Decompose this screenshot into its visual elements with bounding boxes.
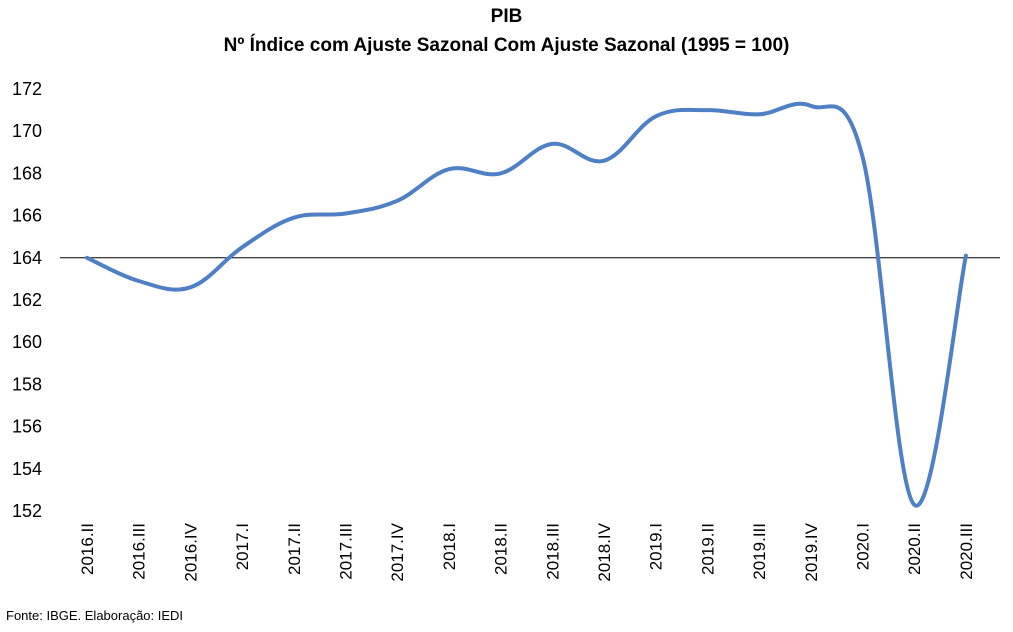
x-tick-label: 2017.II <box>285 523 304 575</box>
y-tick-label: 152 <box>12 501 42 521</box>
x-axis-ticks: 2016.II 2016.III 2016.IV 2017.I 2017.II 2017.… <box>78 522 976 581</box>
y-axis-ticks: 152 154 156 158 160 162 164 166 168 170 172 <box>12 79 42 521</box>
y-tick-label: 170 <box>12 121 42 141</box>
y-tick-label: 156 <box>12 417 42 437</box>
y-tick-label: 158 <box>12 374 42 394</box>
x-tick-label: 2020.I <box>854 523 873 570</box>
x-tick-label: 2016.IV <box>181 522 200 581</box>
y-tick-label: 164 <box>12 248 42 268</box>
x-tick-label: 2017.IV <box>388 522 407 581</box>
x-tick-label: 2016.III <box>130 523 149 580</box>
chart-subtitle: Nº Índice com Ajuste Sazonal Com Ajuste … <box>223 35 790 56</box>
x-tick-label: 2019.II <box>698 523 717 575</box>
series-line-pib <box>85 101 968 508</box>
x-tick-label: 2018.I <box>440 523 459 570</box>
chart-title: PIB <box>490 6 523 27</box>
x-tick-label: 2018.IV <box>595 522 614 581</box>
x-tick-label: 2019.IV <box>802 522 821 581</box>
x-tick-label: 2017.III <box>337 523 356 580</box>
x-tick-label: 2019.I <box>647 523 666 570</box>
x-tick-label: 2017.I <box>233 523 252 570</box>
y-tick-label: 168 <box>12 163 42 183</box>
x-tick-label: 2020.III <box>957 523 976 580</box>
y-tick-label: 172 <box>12 79 42 99</box>
y-tick-label: 166 <box>12 206 42 226</box>
x-tick-label: 2016.II <box>78 523 97 575</box>
y-tick-label: 160 <box>12 332 42 352</box>
x-tick-label: 2018.III <box>543 523 562 580</box>
y-tick-label: 162 <box>12 290 42 310</box>
source-note: Fonte: IBGE. Elaboração: IEDI <box>6 608 184 623</box>
x-tick-label: 2018.II <box>492 523 511 575</box>
x-tick-label: 2019.III <box>750 523 769 580</box>
x-tick-label: 2020.II <box>905 523 924 575</box>
y-tick-label: 154 <box>12 459 42 479</box>
